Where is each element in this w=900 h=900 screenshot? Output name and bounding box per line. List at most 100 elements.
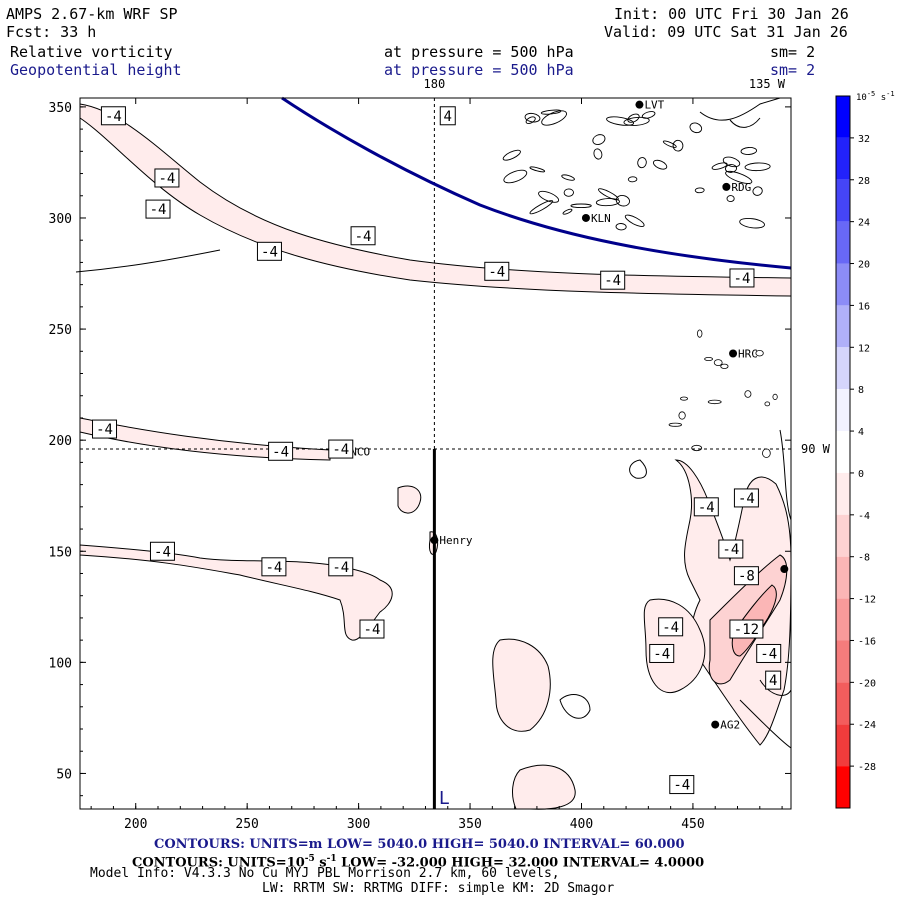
small-contour xyxy=(668,422,683,427)
small-contour xyxy=(529,166,546,173)
station-dot xyxy=(780,565,789,574)
contour-label-box xyxy=(718,539,744,559)
neg-vort-band-north xyxy=(79,103,792,297)
colorbar-tick-label: 0 xyxy=(858,469,864,480)
colorbar-swatch xyxy=(836,431,850,473)
station-dot xyxy=(711,720,720,729)
contour-line xyxy=(699,97,781,121)
contour-label-box xyxy=(756,643,782,663)
colorbar-swatch xyxy=(836,724,850,767)
contour-line xyxy=(629,459,647,479)
colorbar-swatch xyxy=(836,263,850,306)
small-contour xyxy=(503,169,528,184)
contour-label-box xyxy=(733,488,759,508)
neg-vort-region-center xyxy=(492,638,551,732)
model-title: AMPS 2.67-km WRF SP xyxy=(6,5,178,23)
small-contour xyxy=(764,401,771,407)
low-pressure-marker: L xyxy=(439,788,450,809)
vorticity-units-exp2: -1 xyxy=(326,854,337,864)
small-contour xyxy=(538,190,560,203)
small-contour xyxy=(563,188,574,197)
station-dot xyxy=(581,213,590,222)
colorbar-tick-label: 16 xyxy=(858,301,870,312)
contour-label-box xyxy=(669,775,695,795)
vorticity-contour-info-a: CONTOURS: UNITS=10 xyxy=(132,855,305,871)
station-dot xyxy=(729,349,738,358)
geopotential-height-layer: 5040 m xyxy=(281,96,792,270)
small-contour xyxy=(720,363,729,369)
plot-frame xyxy=(79,97,792,810)
small-contour xyxy=(662,140,677,148)
small-contour xyxy=(711,162,728,170)
contour-line xyxy=(75,249,221,273)
colorbar-swatch xyxy=(836,137,850,180)
contour-label-box xyxy=(149,541,175,561)
small-contour xyxy=(606,116,635,126)
contour-label-text: -8 xyxy=(738,569,755,585)
y-tick-label: 100 xyxy=(49,656,72,671)
contour-label-text: -4 xyxy=(150,202,167,218)
contour-label-text: -4 xyxy=(105,109,122,125)
contour-label-box xyxy=(261,557,287,577)
station-label: RDG xyxy=(731,181,751,194)
small-contour xyxy=(524,112,541,123)
small-contour xyxy=(704,356,713,361)
small-contour xyxy=(562,208,573,215)
small-contour xyxy=(615,223,627,231)
small-contour xyxy=(680,396,689,401)
small-contour xyxy=(627,113,640,123)
small-contour xyxy=(592,134,606,146)
small-contour xyxy=(739,217,765,229)
lat-90-label: 90 W xyxy=(801,442,831,456)
colorbar-swatch xyxy=(836,305,850,348)
small-contour xyxy=(713,359,723,367)
small-contour xyxy=(744,390,752,398)
contour-label-text: 4 xyxy=(769,673,777,689)
small-contour xyxy=(678,411,686,420)
small-contour xyxy=(541,110,567,126)
small-contour xyxy=(762,448,771,458)
colorbar-swatch xyxy=(836,682,850,725)
small-contour xyxy=(755,350,764,357)
colorbar-swatch xyxy=(836,766,850,808)
contour-label-text: -4 xyxy=(488,264,505,280)
small-contour xyxy=(615,194,630,207)
vorticity-contour-info-b: s xyxy=(314,855,327,871)
contour-label-text: -4 xyxy=(158,171,175,187)
colorbar: 32 28 24 20 16 12 8 4 0 -4 -8 -12 -16 -20 -24 -28 10-5 s… xyxy=(835,90,895,809)
contour-label-box xyxy=(765,670,782,690)
contour-label-box xyxy=(439,106,456,126)
contour-label-text: -4 xyxy=(734,271,751,287)
colorbar-swatch xyxy=(836,472,850,515)
small-contour xyxy=(652,159,668,170)
x-tick-label: 400 xyxy=(570,817,593,832)
contour-line xyxy=(559,694,591,719)
colorbar-swatch xyxy=(836,598,850,641)
colorbar-tick-label: -8 xyxy=(858,553,870,564)
y-tick-label: 350 xyxy=(49,101,72,116)
colorbar-tick-label: 32 xyxy=(858,134,870,145)
small-contour xyxy=(707,399,722,405)
small-contour xyxy=(624,214,645,227)
contour-label-box xyxy=(350,226,376,246)
colorbar-swatch xyxy=(836,221,850,264)
contour-label-box xyxy=(729,268,755,288)
y-tick-label: 150 xyxy=(49,545,72,560)
contour-label-text: -4 xyxy=(698,500,715,516)
colorbar-tick-label: -20 xyxy=(858,678,876,689)
station-label: NCO xyxy=(350,445,370,458)
height-contour-5040 xyxy=(281,96,792,270)
field2-smoothing: sm= 2 xyxy=(770,61,816,79)
neg-vort-region-south xyxy=(512,764,576,810)
small-contour xyxy=(595,198,620,207)
contour-label-text: 4 xyxy=(444,109,452,125)
lon-135w-label: 135 W xyxy=(749,77,786,91)
y-tick-label: 300 xyxy=(49,212,72,227)
small-contour xyxy=(724,164,738,173)
colorbar-swatch xyxy=(836,347,850,390)
small-contour xyxy=(691,444,703,452)
colorbar-tick-label: -28 xyxy=(858,762,876,773)
small-contour xyxy=(593,148,603,160)
small-contour xyxy=(722,156,741,168)
